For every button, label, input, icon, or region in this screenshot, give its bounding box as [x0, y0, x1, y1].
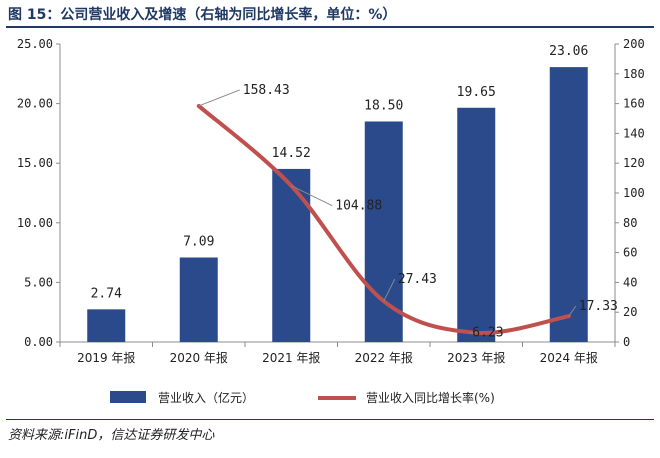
left-tick-label: 20.00: [17, 97, 53, 111]
growth-label-leader: [568, 305, 577, 317]
right-tick-label: 0: [623, 335, 630, 349]
x-tick-label: 2023 年报: [447, 350, 505, 365]
growth-rate-label: 158.43: [243, 83, 290, 98]
growth-rate-label: 104.88: [335, 199, 382, 214]
revenue-bar-label: 19.65: [457, 85, 496, 100]
right-tick-label: 20: [623, 305, 637, 319]
left-tick-label: 10.00: [17, 216, 53, 230]
revenue-bar: [364, 121, 403, 342]
revenue-bar-label: 14.52: [272, 146, 311, 161]
growth-label-leader: [291, 185, 333, 207]
revenue-bar: [549, 67, 588, 342]
title-rule: [6, 26, 654, 28]
revenue-bar-label: 2.74: [91, 286, 122, 301]
right-tick-label: 40: [623, 275, 637, 289]
legend-bar-swatch: [110, 391, 146, 403]
revenue-bar-label: 7.09: [183, 234, 214, 249]
right-tick-label: 200: [623, 37, 645, 51]
growth-label-leader: [383, 278, 396, 302]
right-tick-label: 60: [623, 246, 637, 260]
x-tick-label: 2020 年报: [170, 350, 228, 365]
growth-rate-line: [196, 103, 571, 335]
left-tick-label: 0.00: [24, 335, 53, 349]
right-tick-label: 160: [623, 97, 645, 111]
x-tick-label: 2024 年报: [540, 350, 598, 365]
growth-rate-label: 17.33: [579, 299, 618, 314]
x-tick-label: 2021 年报: [262, 350, 320, 365]
revenue-bar: [457, 107, 496, 342]
source-note: 资料来源:iFinD，信达证券研发中心: [8, 428, 215, 443]
right-tick-label: 120: [623, 156, 645, 170]
legend-line-label: 营业收入同比增长率(%): [366, 390, 495, 405]
x-tick-label: 2019 年报: [77, 350, 135, 365]
revenue-bar: [272, 168, 311, 342]
legend-bar-label: 营业收入（亿元）: [158, 390, 254, 405]
left-tick-label: 5.00: [24, 275, 53, 289]
right-tick-label: 140: [623, 126, 645, 140]
right-tick-label: 80: [623, 216, 637, 230]
growth-label-leader: [198, 89, 240, 107]
x-tick-label: 2022 年报: [355, 350, 413, 365]
right-tick-label: 180: [623, 67, 645, 81]
revenue-bar: [179, 257, 218, 342]
left-tick-label: 15.00: [17, 156, 53, 170]
figure-title: 图 15：公司营业收入及增速（右轴为同比增长率，单位：%）: [8, 7, 397, 23]
growth-rate-label: 27.43: [398, 272, 437, 287]
source-rule: [6, 419, 654, 420]
growth-rate-label: 6.23: [472, 326, 503, 341]
revenue-bar-label: 23.06: [549, 44, 588, 59]
right-tick-label: 100: [623, 186, 645, 200]
left-tick-label: 25.00: [17, 37, 53, 51]
revenue-bar: [87, 309, 126, 342]
revenue-bar-label: 18.50: [364, 98, 403, 113]
